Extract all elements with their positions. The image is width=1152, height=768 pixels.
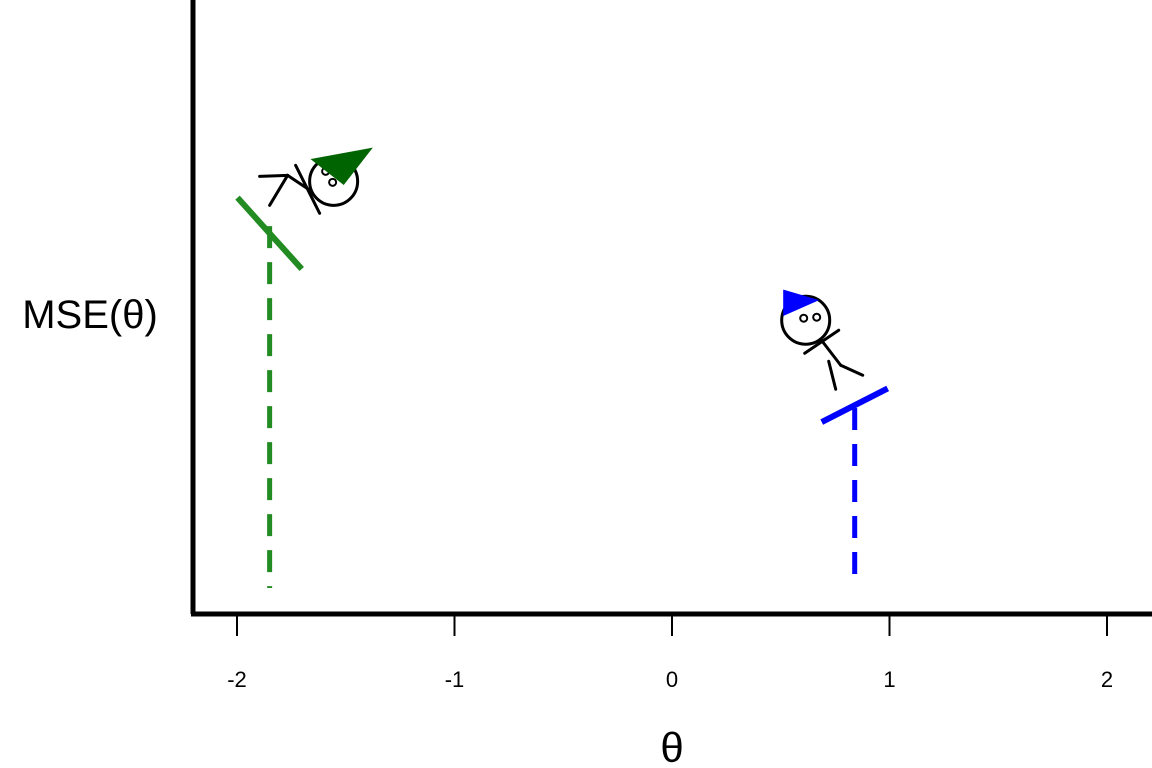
stick-figure <box>780 289 865 391</box>
x-ticks <box>236 616 1108 636</box>
x-axis-title: θ <box>660 724 683 768</box>
stick-limb <box>839 363 865 377</box>
x-tick-label: 0 <box>666 667 678 692</box>
series-layer <box>235 147 890 588</box>
eye <box>328 177 338 187</box>
hat <box>310 147 373 186</box>
axes <box>190 0 1152 617</box>
series-point-1 <box>780 289 890 588</box>
x-tick-label: -2 <box>227 667 247 692</box>
ski <box>235 195 304 271</box>
stick-limb <box>827 359 838 391</box>
eye <box>799 313 809 323</box>
ski <box>820 385 890 425</box>
eye <box>812 312 822 322</box>
x-tick-label: 1 <box>883 667 895 692</box>
stick-limb <box>803 328 841 355</box>
stick-limb <box>819 337 843 367</box>
stick-limb <box>294 163 322 215</box>
stick-limb <box>258 173 290 178</box>
series-point-0 <box>235 147 373 588</box>
hat <box>783 289 820 317</box>
stick-figure <box>258 147 373 215</box>
stick-limb <box>268 173 290 207</box>
y-axis-title: MSE(θ) <box>22 293 158 337</box>
x-tick-label: -1 <box>445 667 465 692</box>
x-tick-labels: -2 -1 0 1 2 <box>227 667 1113 692</box>
x-tick-label: 2 <box>1101 667 1113 692</box>
